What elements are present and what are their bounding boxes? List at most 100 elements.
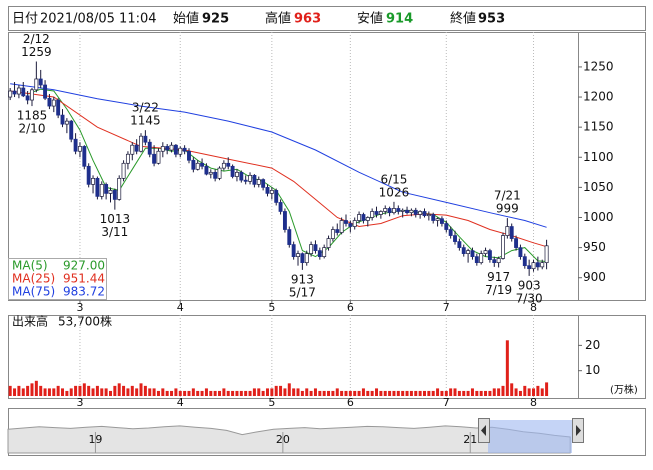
volume-bar: [545, 382, 549, 396]
y-tick-label: 1150: [583, 120, 614, 134]
candle-body: [309, 244, 314, 254]
candle-body: [73, 138, 78, 152]
candle-body: [78, 146, 82, 152]
volume-bar: [135, 388, 139, 396]
candle-body: [413, 209, 418, 215]
volume-bar: [523, 385, 527, 396]
volume-bar: [322, 390, 326, 396]
candle-body: [487, 250, 492, 260]
candle-body: [278, 202, 283, 212]
candle-body: [51, 99, 56, 107]
volume-latest: 53,700株: [58, 314, 112, 329]
volume-bar: [178, 390, 182, 396]
candle-body: [492, 259, 497, 264]
volume-bar: [21, 388, 25, 396]
handle-arrow: [576, 425, 581, 436]
y-tick-label: 1050: [583, 180, 614, 194]
volume-bar: [117, 383, 121, 396]
volume-bar: [39, 385, 43, 396]
candle-body: [12, 90, 17, 95]
volume-bar: [405, 390, 409, 396]
volume-bar: [436, 388, 440, 396]
volume-bar: [470, 388, 474, 396]
candle-body: [261, 179, 266, 188]
candle-body: [335, 229, 340, 233]
x-tick-label: 4: [177, 396, 184, 409]
volume-bar: [252, 388, 256, 396]
navigator: 19 20 21: [7, 425, 571, 454]
volume-bar: [13, 388, 17, 396]
candle-body: [540, 262, 545, 268]
candle-body: [235, 171, 239, 177]
volume-bar: [370, 390, 374, 396]
candle-body: [431, 214, 436, 221]
volume-bar: [518, 390, 522, 396]
open-label: 始値: [173, 11, 199, 27]
volume-bar: [47, 388, 51, 396]
candle-body: [496, 258, 501, 264]
x-tick-label: 8: [530, 396, 537, 409]
candle-body: [365, 217, 370, 221]
candle-body: [282, 211, 287, 230]
x-tick-label: 5: [268, 301, 275, 314]
volume-bar: [375, 388, 379, 396]
volume-bar: [388, 390, 392, 396]
y-tick-label: 1000: [583, 210, 614, 224]
volume-bar: [56, 385, 60, 396]
candle-body: [38, 78, 43, 86]
candle-body: [383, 208, 388, 212]
candle-body: [509, 226, 514, 239]
volume-bar: [143, 385, 147, 396]
candle-body: [457, 241, 462, 248]
date-label: 日付: [12, 12, 38, 27]
volume-bar: [91, 388, 95, 396]
volume-bar: [440, 390, 444, 396]
volume-bar: [353, 390, 357, 396]
annotation-date: 2/12: [23, 32, 50, 46]
volume-bar: [187, 390, 191, 396]
candle-body: [82, 146, 87, 167]
annotation-date: 7/19: [485, 283, 512, 297]
ma-line: [10, 83, 547, 228]
low-value: 914: [386, 12, 413, 27]
x-tick-label: 8: [530, 301, 537, 314]
candle-body: [374, 211, 379, 215]
header-frame: [8, 6, 646, 31]
annotation-value: 1026: [379, 185, 410, 199]
x-tick-label: 3: [76, 301, 83, 314]
volume-bar: [510, 383, 514, 396]
volume-bar: [344, 390, 348, 396]
volume-bar: [231, 390, 235, 396]
annotation-date: 6/15: [380, 172, 407, 186]
candle-body: [453, 235, 457, 242]
volume-bar: [497, 388, 501, 396]
volume-bar: [444, 390, 448, 396]
volume-bar: [204, 388, 208, 396]
volume-bar: [126, 388, 130, 396]
volume-bar: [484, 390, 488, 396]
annotation-value: 1145: [130, 114, 161, 128]
volume-bar: [366, 390, 370, 396]
volume-bar: [130, 385, 134, 396]
low-label: 安値: [357, 11, 383, 27]
volume-bar: [357, 390, 361, 396]
volume-bar: [449, 388, 453, 396]
candle-body: [21, 87, 26, 97]
candle-body: [226, 162, 231, 167]
x-tick-label: 7: [443, 396, 450, 409]
volume-label: 出来高: [12, 314, 48, 329]
candle-body: [514, 238, 519, 248]
y-tick-label: 1200: [583, 90, 614, 104]
candle-body: [313, 244, 318, 251]
x-tick-label: 7: [443, 301, 450, 314]
volume-bar: [156, 390, 160, 396]
volume-bar: [165, 390, 169, 396]
candle-body: [269, 190, 274, 194]
volume-bar: [279, 385, 283, 396]
navigator-selection[interactable]: [488, 420, 572, 453]
y-tick-label: 20: [585, 338, 600, 352]
candle-body: [91, 177, 95, 185]
open-value: 925: [202, 12, 229, 27]
volume-bar: [34, 380, 38, 396]
annotation-date: 7/30: [516, 291, 543, 305]
